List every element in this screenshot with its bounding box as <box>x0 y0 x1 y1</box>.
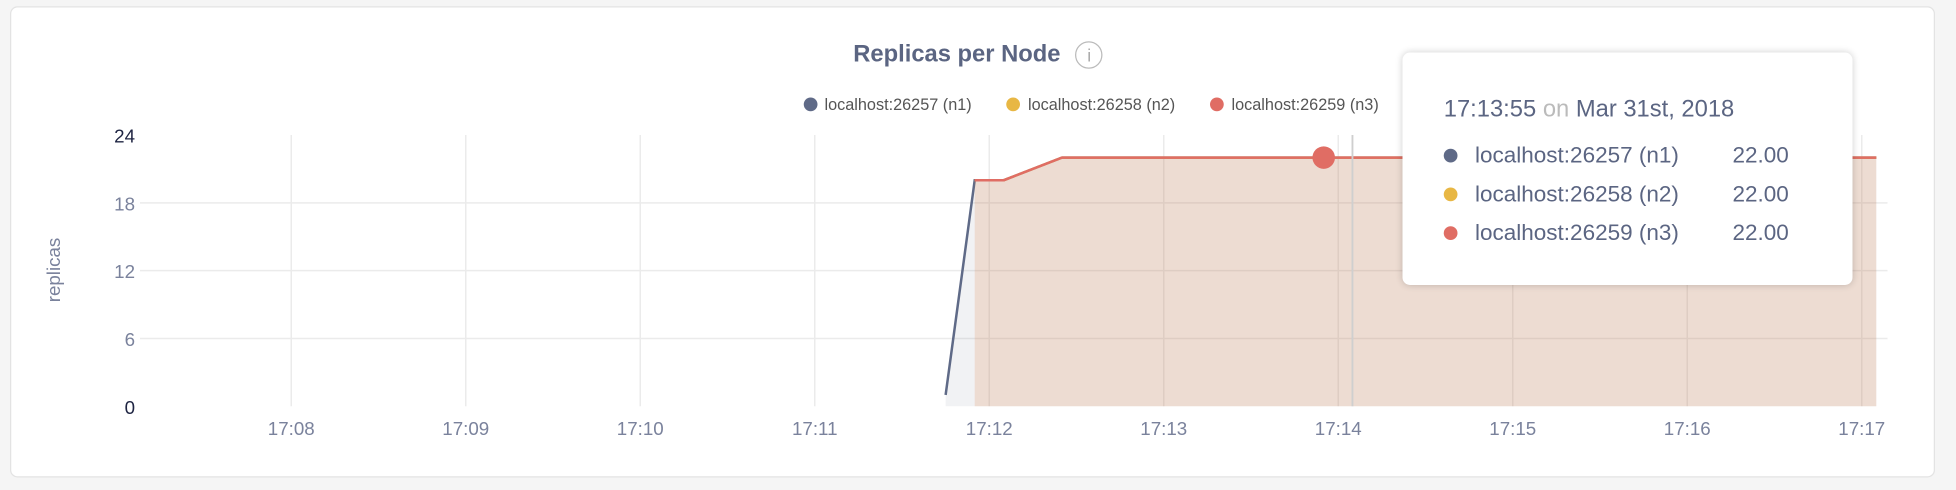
tooltip-value: 22.00 <box>1732 220 1789 245</box>
y-axis-label: replicas <box>43 238 64 303</box>
legend: localhost:26257 (n1) localhost:26258 (n2… <box>803 95 1379 114</box>
tooltip-time: 17:13:55 <box>1443 96 1537 123</box>
legend-item-n3[interactable]: localhost:26259 (n3) <box>1210 95 1379 114</box>
tooltip-value: 22.00 <box>1732 181 1789 207</box>
x-tick-label: 17:11 <box>792 418 838 439</box>
legend-dot <box>1210 97 1224 112</box>
tooltip-header: 17:13:55 on Mar 31st, 2018 <box>1444 96 1735 124</box>
x-tick-label: 17:16 <box>1664 418 1711 439</box>
x-tick-label: 17:12 <box>966 418 1013 439</box>
legend-label: localhost:26258 (n2) <box>1027 95 1176 114</box>
chart-title: Replicas per Node i <box>0 41 1956 69</box>
x-tick-label: 17:15 <box>1489 418 1536 439</box>
y-tick-label: 24 <box>114 126 135 147</box>
legend-label: localhost:26257 (n1) <box>824 95 972 114</box>
legend-item-n2[interactable]: localhost:26258 (n2) <box>1006 95 1176 114</box>
x-tick-label: 17:10 <box>617 418 664 439</box>
tooltip-row: localhost:26259 (n3) 22.00 <box>1443 220 1789 246</box>
tooltip: 17:13:55 on Mar 31st, 2018 localhost:262… <box>1402 52 1853 285</box>
x-tick-label: 17:13 <box>1140 418 1187 439</box>
y-tick-label: 18 <box>114 193 135 214</box>
series-dot <box>1443 148 1458 163</box>
y-tick-label: 6 <box>125 329 135 350</box>
tooltip-row: localhost:26257 (n1) 22.00 <box>1443 142 1789 169</box>
tooltip-on: on <box>1542 96 1570 123</box>
chart-title-text: Replicas per Node <box>853 41 1061 68</box>
tooltip-row: localhost:26258 (n2) 22.00 <box>1443 181 1789 207</box>
info-icon[interactable]: i <box>1075 41 1103 69</box>
y-tick-label: 12 <box>114 261 135 282</box>
x-tick-label: 17:09 <box>442 418 489 439</box>
legend-dot <box>1006 97 1021 112</box>
y-tick-label: 0 <box>125 397 135 418</box>
tooltip-series-name: localhost:26259 (n3) <box>1475 220 1679 245</box>
series-dot <box>1443 187 1458 202</box>
legend-label: localhost:26259 (n3) <box>1231 95 1379 114</box>
legend-dot <box>803 97 817 112</box>
tooltip-date: Mar 31st, 2018 <box>1575 96 1735 123</box>
x-tick-label: 17:14 <box>1315 418 1362 439</box>
x-tick-label: 17:08 <box>268 418 315 439</box>
x-tick-label: 17:17 <box>1838 418 1885 439</box>
hover-point <box>1312 146 1335 169</box>
tooltip-value: 22.00 <box>1732 142 1789 168</box>
tooltip-series-name: localhost:26257 (n1) <box>1475 142 1679 168</box>
series-dot <box>1443 226 1458 240</box>
tooltip-series-name: localhost:26258 (n2) <box>1475 181 1679 207</box>
legend-item-n1[interactable]: localhost:26257 (n1) <box>803 95 972 114</box>
